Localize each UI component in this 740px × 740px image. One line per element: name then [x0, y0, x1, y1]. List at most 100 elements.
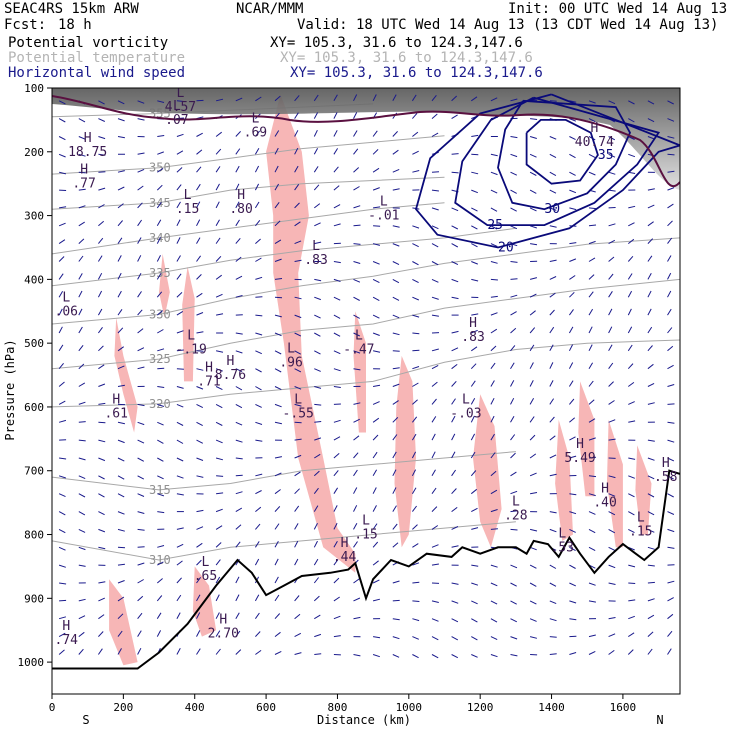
- hl-type-25: H: [341, 536, 349, 551]
- wind-vector-169: [235, 183, 240, 191]
- wind-vector-459: [274, 350, 282, 355]
- wind-vector-303: [353, 261, 361, 264]
- wind-vector-498: [412, 366, 420, 370]
- wind-vector-615: [196, 439, 204, 444]
- wind-vector-351: [667, 272, 672, 280]
- wind-vector-620: [294, 438, 302, 441]
- wind-vector-388: [137, 309, 143, 316]
- wind-vector-267: [274, 239, 282, 245]
- wind-vector-298: [255, 257, 262, 262]
- chart-header: SEAC4RS 15km ARW NCAR/MMM Init: 00 UTC W…: [0, 0, 740, 88]
- wind-vector-131: [117, 170, 125, 173]
- wind-vector-309: [471, 261, 478, 265]
- wind-vector-283: [588, 240, 596, 245]
- wind-vector-190: [647, 188, 655, 191]
- wind-vector-191: [667, 187, 675, 191]
- wind-vector-907: [274, 594, 280, 602]
- wind-vector-216: [529, 207, 537, 212]
- wind-vector-656: [372, 451, 378, 459]
- wind-vector-830: [647, 546, 655, 550]
- wind-vector-73: [235, 131, 241, 137]
- wind-vector-468: [451, 347, 459, 352]
- wind-vector-394: [255, 314, 263, 317]
- wind-vector-617: [235, 439, 243, 443]
- wind-vector-634: [569, 436, 576, 441]
- y-tick-label-800: 800: [24, 529, 44, 542]
- wind-vector-745: [235, 507, 243, 513]
- wind-vector-365: [314, 296, 321, 301]
- wind-vector-266: [255, 238, 261, 244]
- hl-value-9: .06: [55, 304, 78, 319]
- wind-vector-964: [137, 630, 142, 637]
- wind-vector-952: [529, 618, 537, 622]
- wind-vector-467: [431, 348, 439, 352]
- wind-vector-176: [372, 187, 380, 191]
- hl-value-28: .65: [194, 569, 217, 584]
- wind-vector-280: [530, 243, 538, 246]
- wind-vector-425: [235, 332, 243, 335]
- wind-vector-282: [569, 242, 577, 245]
- wind-vector-697: [549, 473, 557, 477]
- wind-vector-674: [98, 475, 105, 480]
- wind-vector-613: [157, 439, 164, 444]
- wind-vector-361: [235, 295, 243, 298]
- hl-type-21: H: [601, 482, 609, 497]
- wind-vector-1009: [392, 654, 400, 658]
- wind-vector-906: [254, 594, 260, 602]
- wind-vector-520: [215, 386, 223, 391]
- wind-vector-336: [372, 278, 380, 284]
- wind-vector-194: [98, 204, 105, 209]
- wind-vector-1004: [294, 652, 302, 655]
- wind-vector-231: [196, 219, 201, 227]
- wind-vector-878: [333, 577, 340, 584]
- wind-vector-512: [58, 381, 65, 387]
- wind-vector-454: [176, 349, 184, 352]
- wind-vector-193: [78, 205, 86, 209]
- wind-vector-51: [431, 113, 438, 119]
- wind-vector-61: [628, 118, 635, 123]
- wind-vector-461: [314, 350, 321, 355]
- wind-vector-803: [117, 546, 126, 549]
- wind-vector-338: [412, 278, 419, 284]
- wind-vector-28: [608, 100, 616, 105]
- wind-vector-261: [156, 237, 161, 244]
- wind-vector-947: [431, 618, 439, 622]
- wind-vector-81: [392, 131, 398, 137]
- wind-vector-963: [117, 630, 123, 637]
- wind-vector-457: [235, 350, 243, 354]
- hl-type-28: L: [202, 555, 210, 570]
- wind-vector-206: [333, 204, 341, 209]
- wind-vector-886: [490, 582, 498, 587]
- wind-vector-445: [627, 326, 633, 334]
- wind-vector-905: [235, 594, 240, 602]
- wind-vector-764: [608, 511, 616, 516]
- field-name-pv: Potential vorticity: [8, 35, 169, 51]
- wind-vector-188: [608, 189, 616, 192]
- hl-type-1: L: [173, 99, 181, 114]
- wind-vector-277: [471, 243, 478, 248]
- hl-type-9: L: [62, 290, 70, 305]
- wind-vector-838: [176, 560, 183, 566]
- wind-vector-78: [333, 130, 338, 137]
- wind-vector-602: [569, 417, 576, 423]
- wind-vector-563: [431, 398, 437, 405]
- wind-vector-669: [628, 457, 636, 460]
- wind-vector-77: [313, 129, 318, 137]
- theta-label-320: 320: [149, 397, 171, 411]
- wind-vector-695: [510, 471, 517, 477]
- wind-vector-644: [137, 457, 145, 462]
- wind-vector-672: [58, 475, 66, 479]
- wind-vector-477: [627, 344, 633, 352]
- hl-type-30: H: [62, 619, 70, 634]
- hl-value-22: .58: [654, 470, 677, 485]
- wind-vector-343: [510, 278, 518, 280]
- wind-vector-857: [549, 564, 557, 569]
- wind-vector-418: [97, 327, 103, 334]
- wind-vector-114: [412, 150, 419, 155]
- wind-vector-616: [215, 439, 223, 444]
- wind-vector-738: [98, 511, 105, 516]
- wind-vector-540: [608, 381, 614, 387]
- hl-type-29: H: [219, 612, 227, 627]
- hl-type-13: H: [205, 360, 213, 375]
- wind-vector-64: [58, 136, 66, 141]
